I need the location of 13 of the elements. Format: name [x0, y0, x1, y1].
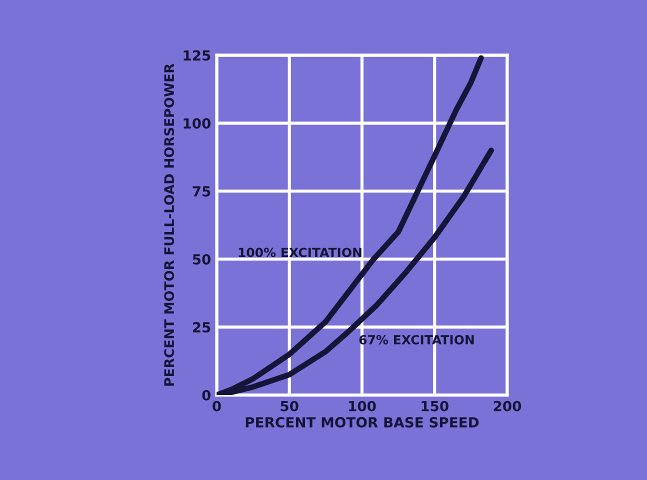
y-tick-label: 75: [192, 186, 210, 197]
y-tick-label: 25: [192, 322, 210, 333]
x-tick-label: 200: [494, 400, 522, 412]
y-axis-title: PERCENT MOTOR FULL-LOAD HORSEPOWER: [164, 64, 174, 386]
x-tick-label: 150: [422, 400, 448, 412]
y-tick-label: 0: [202, 390, 211, 401]
x-tick-label: 0: [212, 400, 221, 412]
y-tick-label: 50: [192, 254, 211, 265]
x-tick-label: 100: [349, 400, 376, 412]
x-axis-title: PERCENT MOTOR BASE SPEED: [246, 417, 479, 428]
x-tick-label: 50: [280, 400, 298, 412]
y-tick-label: 100: [184, 118, 211, 129]
y-tick-label: 125: [184, 50, 210, 61]
